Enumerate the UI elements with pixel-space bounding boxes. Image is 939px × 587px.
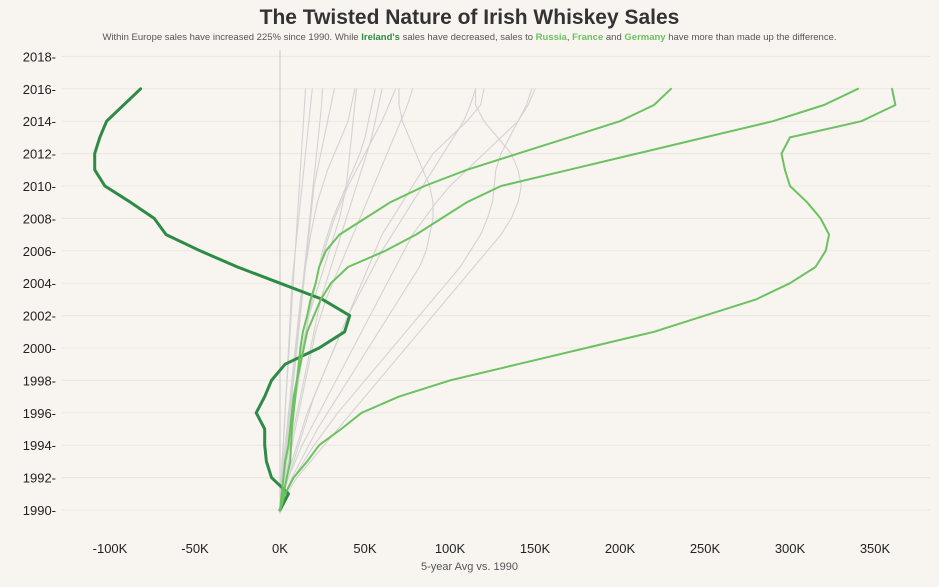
other-series-layer	[279, 88, 536, 511]
series-line-other-3	[279, 88, 414, 511]
x-tick-labels: -100K -50K 0K 50K 100K 150K 200K 250K 300K 350K	[93, 541, 891, 556]
subtitle-text-1: Within Europe sales have increased 225% …	[102, 32, 362, 43]
series-line-other-16	[279, 88, 307, 511]
y-tick-label: 1996-	[23, 406, 56, 421]
subtitle-text-3: have more than made up the difference.	[665, 32, 837, 43]
y-tick-label: 1994-	[23, 438, 56, 453]
subtitle-text-2: sales have decreased, sales to	[399, 32, 536, 43]
y-tick-label: 2016-	[23, 82, 56, 97]
series-line-france	[279, 87, 859, 511]
chart-subtitle: Within Europe sales have increased 225% …	[0, 32, 939, 43]
y-tick-label: 1990-	[23, 503, 56, 518]
subtitle-germany: Germany	[624, 32, 666, 43]
grid-layer	[62, 55, 930, 511]
y-tick-label: 2014-	[23, 114, 56, 129]
y-tick-labels: 1990- 1992- 1994- 1996- 1998- 2000- 2002- 2004-…	[23, 49, 56, 518]
y-tick-label: 2000-	[23, 341, 56, 356]
x-axis-label: 5-year Avg vs. 1990	[420, 561, 519, 573]
x-tick-label: 300K	[775, 541, 806, 556]
x-tick-label: 0K	[272, 541, 288, 556]
y-tick-label: 1992-	[23, 471, 56, 486]
series-line-other-8	[279, 88, 383, 511]
y-tick-label: 2012-	[23, 147, 56, 162]
series-line-other-12	[279, 88, 477, 511]
series-line-russia	[279, 87, 897, 511]
x-tick-label: -100K	[93, 541, 128, 556]
series-line-other-11	[279, 88, 324, 511]
x-tick-label: 200K	[605, 541, 636, 556]
y-tick-label: 2010-	[23, 179, 56, 194]
subtitle-ireland: Ireland's	[361, 32, 400, 43]
x-tick-label: 100K	[435, 541, 466, 556]
y-tick-label: 2002-	[23, 309, 56, 324]
series-line-germany	[279, 87, 672, 511]
x-tick-label: 350K	[860, 541, 891, 556]
y-tick-label: 2008-	[23, 211, 56, 226]
series-line-other-2	[279, 88, 434, 511]
highlight-series-layer	[93, 87, 897, 512]
series-line-other-6	[279, 88, 376, 511]
series-line-other-13	[279, 88, 397, 511]
series-line-other-10	[279, 88, 536, 511]
y-tick-label: 2006-	[23, 244, 56, 259]
subtitle-comma: ,	[566, 32, 573, 43]
series-line-other-1	[279, 88, 522, 511]
x-tick-label: 50K	[353, 541, 376, 556]
x-tick-label: 150K	[520, 541, 551, 556]
y-tick-label: 2018-	[23, 49, 56, 64]
series-line-ireland	[93, 87, 352, 512]
y-tick-label: 2004-	[23, 276, 56, 291]
line-chart: 1990- 1992- 1994- 1996- 1998- 2000- 2002- 2004-…	[23, 49, 930, 556]
subtitle-russia: Russia	[535, 32, 567, 43]
x-tick-label: 250K	[690, 541, 721, 556]
y-tick-label: 1998-	[23, 373, 56, 388]
subtitle-and: and	[603, 32, 625, 43]
series-line-other-9	[279, 88, 485, 511]
series-line-other-7	[279, 88, 356, 511]
subtitle-france: France	[572, 32, 604, 43]
x-tick-label: -50K	[181, 541, 209, 556]
chart-title: The Twisted Nature of Irish Whiskey Sale…	[259, 6, 680, 29]
